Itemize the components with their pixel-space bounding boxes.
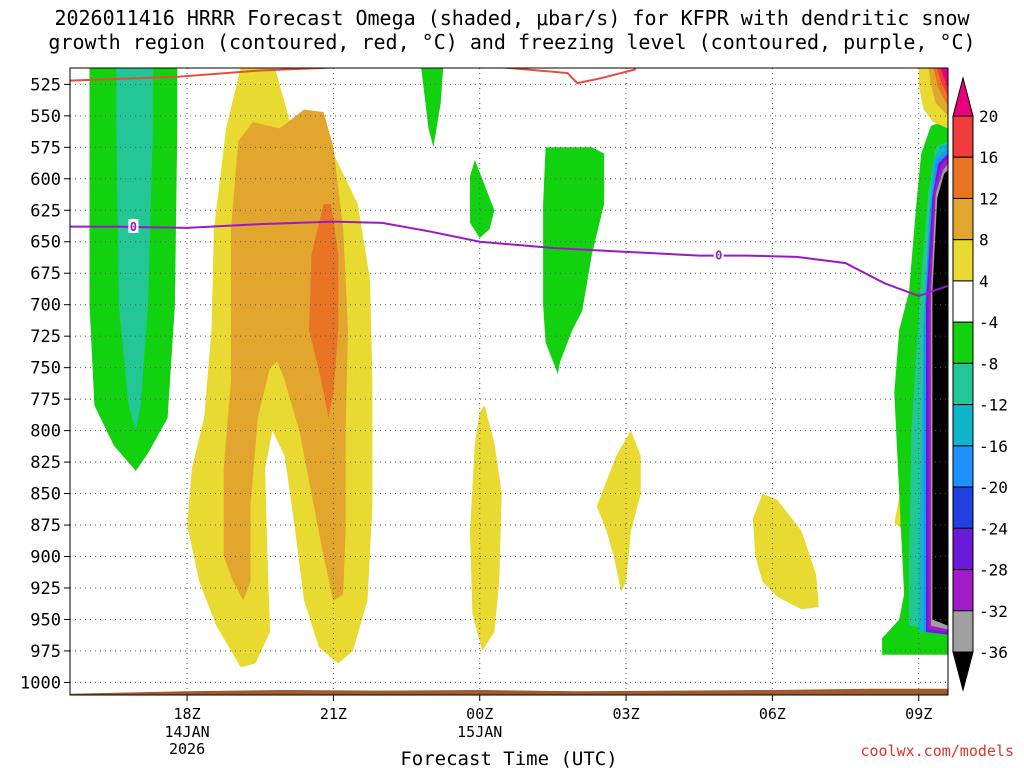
colorbar-label-2: 12 [979, 189, 998, 208]
omega-area-black-09z [932, 170, 948, 626]
x-tick-label-18Z: 18Z [174, 705, 201, 723]
omega-area-teal-17z [116, 68, 153, 431]
colorbar-box-11 [952, 569, 974, 612]
y-tick-label-675: 675 [30, 264, 61, 284]
x-tick-label-00Z: 00Z [466, 705, 493, 723]
omega-area-pink-upper-09z [940, 68, 948, 89]
y-tick-label-550: 550 [30, 107, 61, 127]
colorbar-label-11: -28 [979, 561, 1008, 580]
y-tick-label-850: 850 [30, 485, 61, 505]
y-tick-label-975: 975 [30, 642, 61, 662]
colorbar-box-0 [952, 115, 974, 158]
x-tick-label-06Z: 06Z [759, 705, 786, 723]
colorbar-box-10 [952, 527, 974, 571]
colorbar-label-13: -36 [979, 643, 1008, 662]
x-axis-label: Forecast Time (UTC) [400, 748, 617, 768]
terrain-ground [70, 688, 948, 695]
omega-area-green-00z [470, 159, 495, 238]
colorbar-box-12 [952, 610, 974, 653]
y-tick-label-700: 700 [30, 296, 61, 316]
y-tick-label-650: 650 [30, 233, 61, 253]
title-line-2: growth region (contoured, red, °C) and f… [48, 30, 976, 54]
x-tick-label-21Z: 21Z [320, 705, 347, 723]
x-tick-year-18Z: 2026 [169, 740, 205, 758]
y-axis: 525 550 575 600 625 650 675 700 725 750 775 800 825 8… [20, 75, 70, 693]
y-tick-label-800: 800 [30, 422, 61, 442]
colorbar-label-9: -20 [979, 478, 1008, 497]
freezing-level-label-0: 0 [130, 220, 137, 234]
omega-area-green-02z [543, 147, 605, 374]
colorbar-label-4: 4 [979, 272, 989, 291]
omega-area-yellow-06z [752, 493, 819, 610]
colorbar-bottom-arrow [952, 651, 974, 692]
y-tick-label-750: 750 [30, 359, 61, 379]
colorbar-label-10: -24 [979, 519, 1008, 538]
colorbar-label-0: 20 [979, 107, 998, 126]
chart-title: 2026011416 HRRR Forecast Omega (shaded, … [0, 6, 1024, 54]
colorbar-box-3 [952, 239, 974, 282]
x-tick-date-00Z: 15JAN [457, 723, 502, 741]
y-tick-label-525: 525 [30, 75, 61, 95]
x-tick-label-03Z: 03Z [613, 705, 640, 723]
colorbar-label-5: -4 [979, 313, 998, 332]
colorbar-label-7: -12 [979, 396, 1008, 415]
y-tick-label-725: 725 [30, 327, 61, 347]
freezing-level-label-1: 0 [715, 249, 722, 263]
colorbar-box-6 [952, 362, 974, 406]
omega-area-green-22z [421, 68, 444, 148]
y-tick-label-625: 625 [30, 201, 61, 221]
colorbar-label-3: 8 [979, 231, 989, 250]
colorbar-box-7 [952, 404, 974, 447]
colorbar-label-8: -16 [979, 437, 1008, 456]
colorbar-label-12: -32 [979, 602, 1008, 621]
x-tick-date-18Z: 14JAN [164, 723, 209, 741]
omega-area-yellow-00z [470, 405, 502, 651]
y-tick-label-950: 950 [30, 610, 61, 630]
y-tick-label-575: 575 [30, 138, 61, 158]
colorbar-box-1 [952, 156, 974, 199]
colorbar-box-9 [952, 486, 974, 529]
colorbar-box-8 [952, 445, 974, 488]
title-line-1: 2026011416 HRRR Forecast Omega (shaded, … [54, 6, 970, 30]
plot-frame [69, 67, 949, 696]
y-tick-label-875: 875 [30, 516, 61, 536]
y-tick-label-600: 600 [30, 170, 61, 190]
colorbar: 20 16 12 8 4 -4 -8 -12 -16 -20 -24 -28 -32 -36 [952, 76, 1008, 692]
y-tick-label-900: 900 [30, 548, 61, 568]
y-tick-label-775: 775 [30, 390, 61, 410]
colorbar-top-arrow [952, 76, 974, 117]
omega-area-orange-21z [309, 204, 339, 418]
x-tick-label-09Z: 09Z [905, 705, 932, 723]
omega-area-yellow-03z [596, 430, 641, 592]
freezing-level-line [70, 220, 948, 297]
colorbar-box-2 [952, 197, 974, 241]
colorbar-label-1: 16 [979, 148, 998, 167]
y-tick-label-825: 825 [30, 453, 61, 473]
colorbar-label-6: -8 [979, 354, 998, 373]
shaded-omega-field: 00 [70, 68, 948, 695]
y-tick-label-1000: 1000 [20, 673, 61, 693]
colorbar-box-5 [952, 321, 974, 364]
source-credit: coolwx.com/models [860, 742, 1014, 760]
dendritic-growth-contour [70, 68, 637, 85]
y-tick-label-925: 925 [30, 579, 61, 599]
colorbar-box-4 [952, 280, 974, 323]
